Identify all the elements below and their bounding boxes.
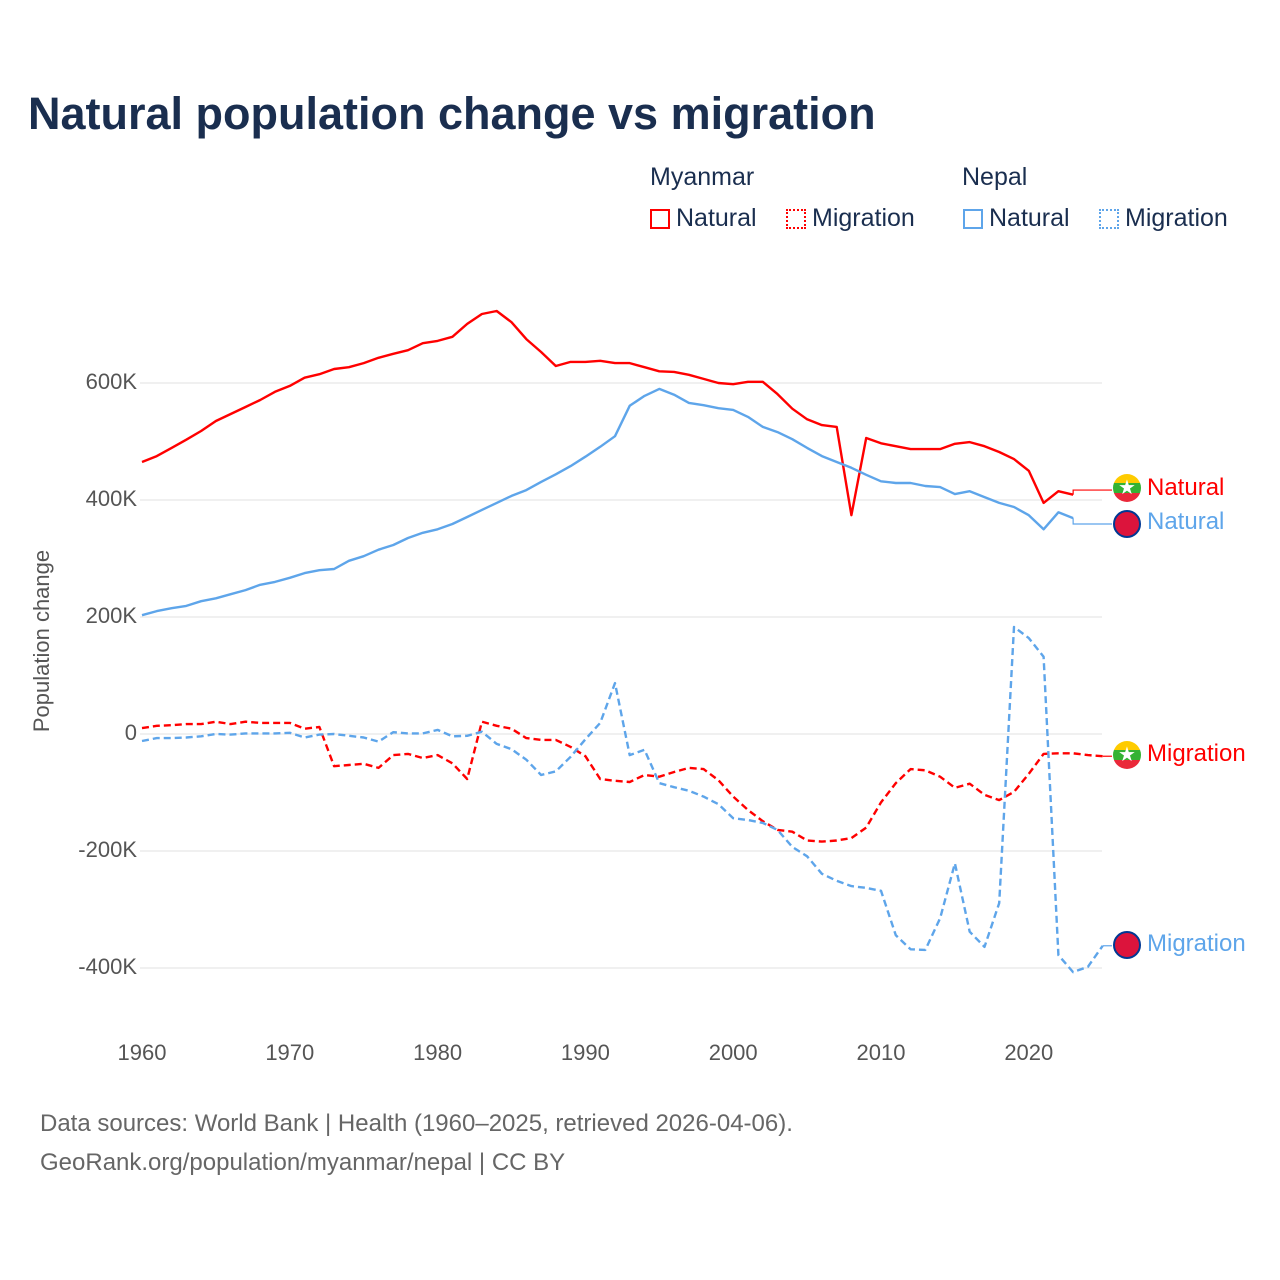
x-tick-label: 1980 <box>413 1040 463 1065</box>
y-tick-label: -200K <box>78 837 137 862</box>
x-tick-label: 1990 <box>560 1040 610 1065</box>
footer-sources: Data sources: World Bank | Health (1960–… <box>40 1110 793 1137</box>
legend-group-myanmar: Myanmar <box>650 163 755 191</box>
footer-link[interactable]: GeoRank.org/population/myanmar/nepal | C… <box>40 1149 566 1176</box>
y-tick-label: -400K <box>78 954 137 979</box>
label-connector <box>1072 489 1112 495</box>
x-tick-label: 2020 <box>1004 1040 1054 1065</box>
legend-label: Natural <box>676 204 757 232</box>
series-line-nepal-migration <box>141 625 1104 974</box>
legend-item-nepal-natural[interactable]: Natural <box>963 204 1070 233</box>
x-tick-label: 2000 <box>708 1040 758 1065</box>
series-line-myanmar-natural <box>141 309 1074 517</box>
legend-group-nepal: Nepal <box>962 163 1028 191</box>
myanmar-flag-icon: ★ <box>1113 474 1141 502</box>
legend-label: Migration <box>1125 204 1228 232</box>
y-tick-label: 600K <box>85 369 137 394</box>
legend-item-myanmar-natural[interactable]: Natural <box>650 204 757 233</box>
series-line-myanmar-migration <box>141 720 1103 843</box>
y-tick-label: 400K <box>85 486 137 511</box>
x-tick-label: 1960 <box>117 1040 167 1065</box>
legend-item-myanmar-migration[interactable]: Migration <box>786 204 915 233</box>
legend-label: Migration <box>812 204 915 232</box>
legend-swatch-solid-red <box>650 208 670 229</box>
legend-swatch-solid-blue <box>963 208 983 229</box>
end-label-myanmar-migration: Migration <box>1147 740 1246 767</box>
end-label-nepal-natural: Natural <box>1147 508 1225 535</box>
nepal-flag-icon <box>1113 931 1141 959</box>
end-label-nepal-migration: Migration <box>1147 930 1246 957</box>
chart-title: Natural population change vs migration <box>28 88 876 139</box>
label-connector <box>1072 518 1112 525</box>
legend-item-nepal-migration[interactable]: Migration <box>1099 204 1228 233</box>
end-label-myanmar-natural: Natural <box>1147 474 1225 501</box>
y-tick-label: 200K <box>85 603 137 628</box>
legend-swatch-dotted-blue <box>1099 208 1119 229</box>
myanmar-flag-icon: ★ <box>1113 741 1141 769</box>
y-tick-label: 0 <box>124 720 137 745</box>
x-tick-label: 1970 <box>265 1040 315 1065</box>
nepal-flag-icon <box>1113 510 1141 538</box>
x-tick-label: 2010 <box>856 1040 906 1065</box>
series-line-nepal-natural <box>141 387 1074 617</box>
legend-label: Natural <box>989 204 1070 232</box>
legend-swatch-dotted-red <box>786 208 806 229</box>
